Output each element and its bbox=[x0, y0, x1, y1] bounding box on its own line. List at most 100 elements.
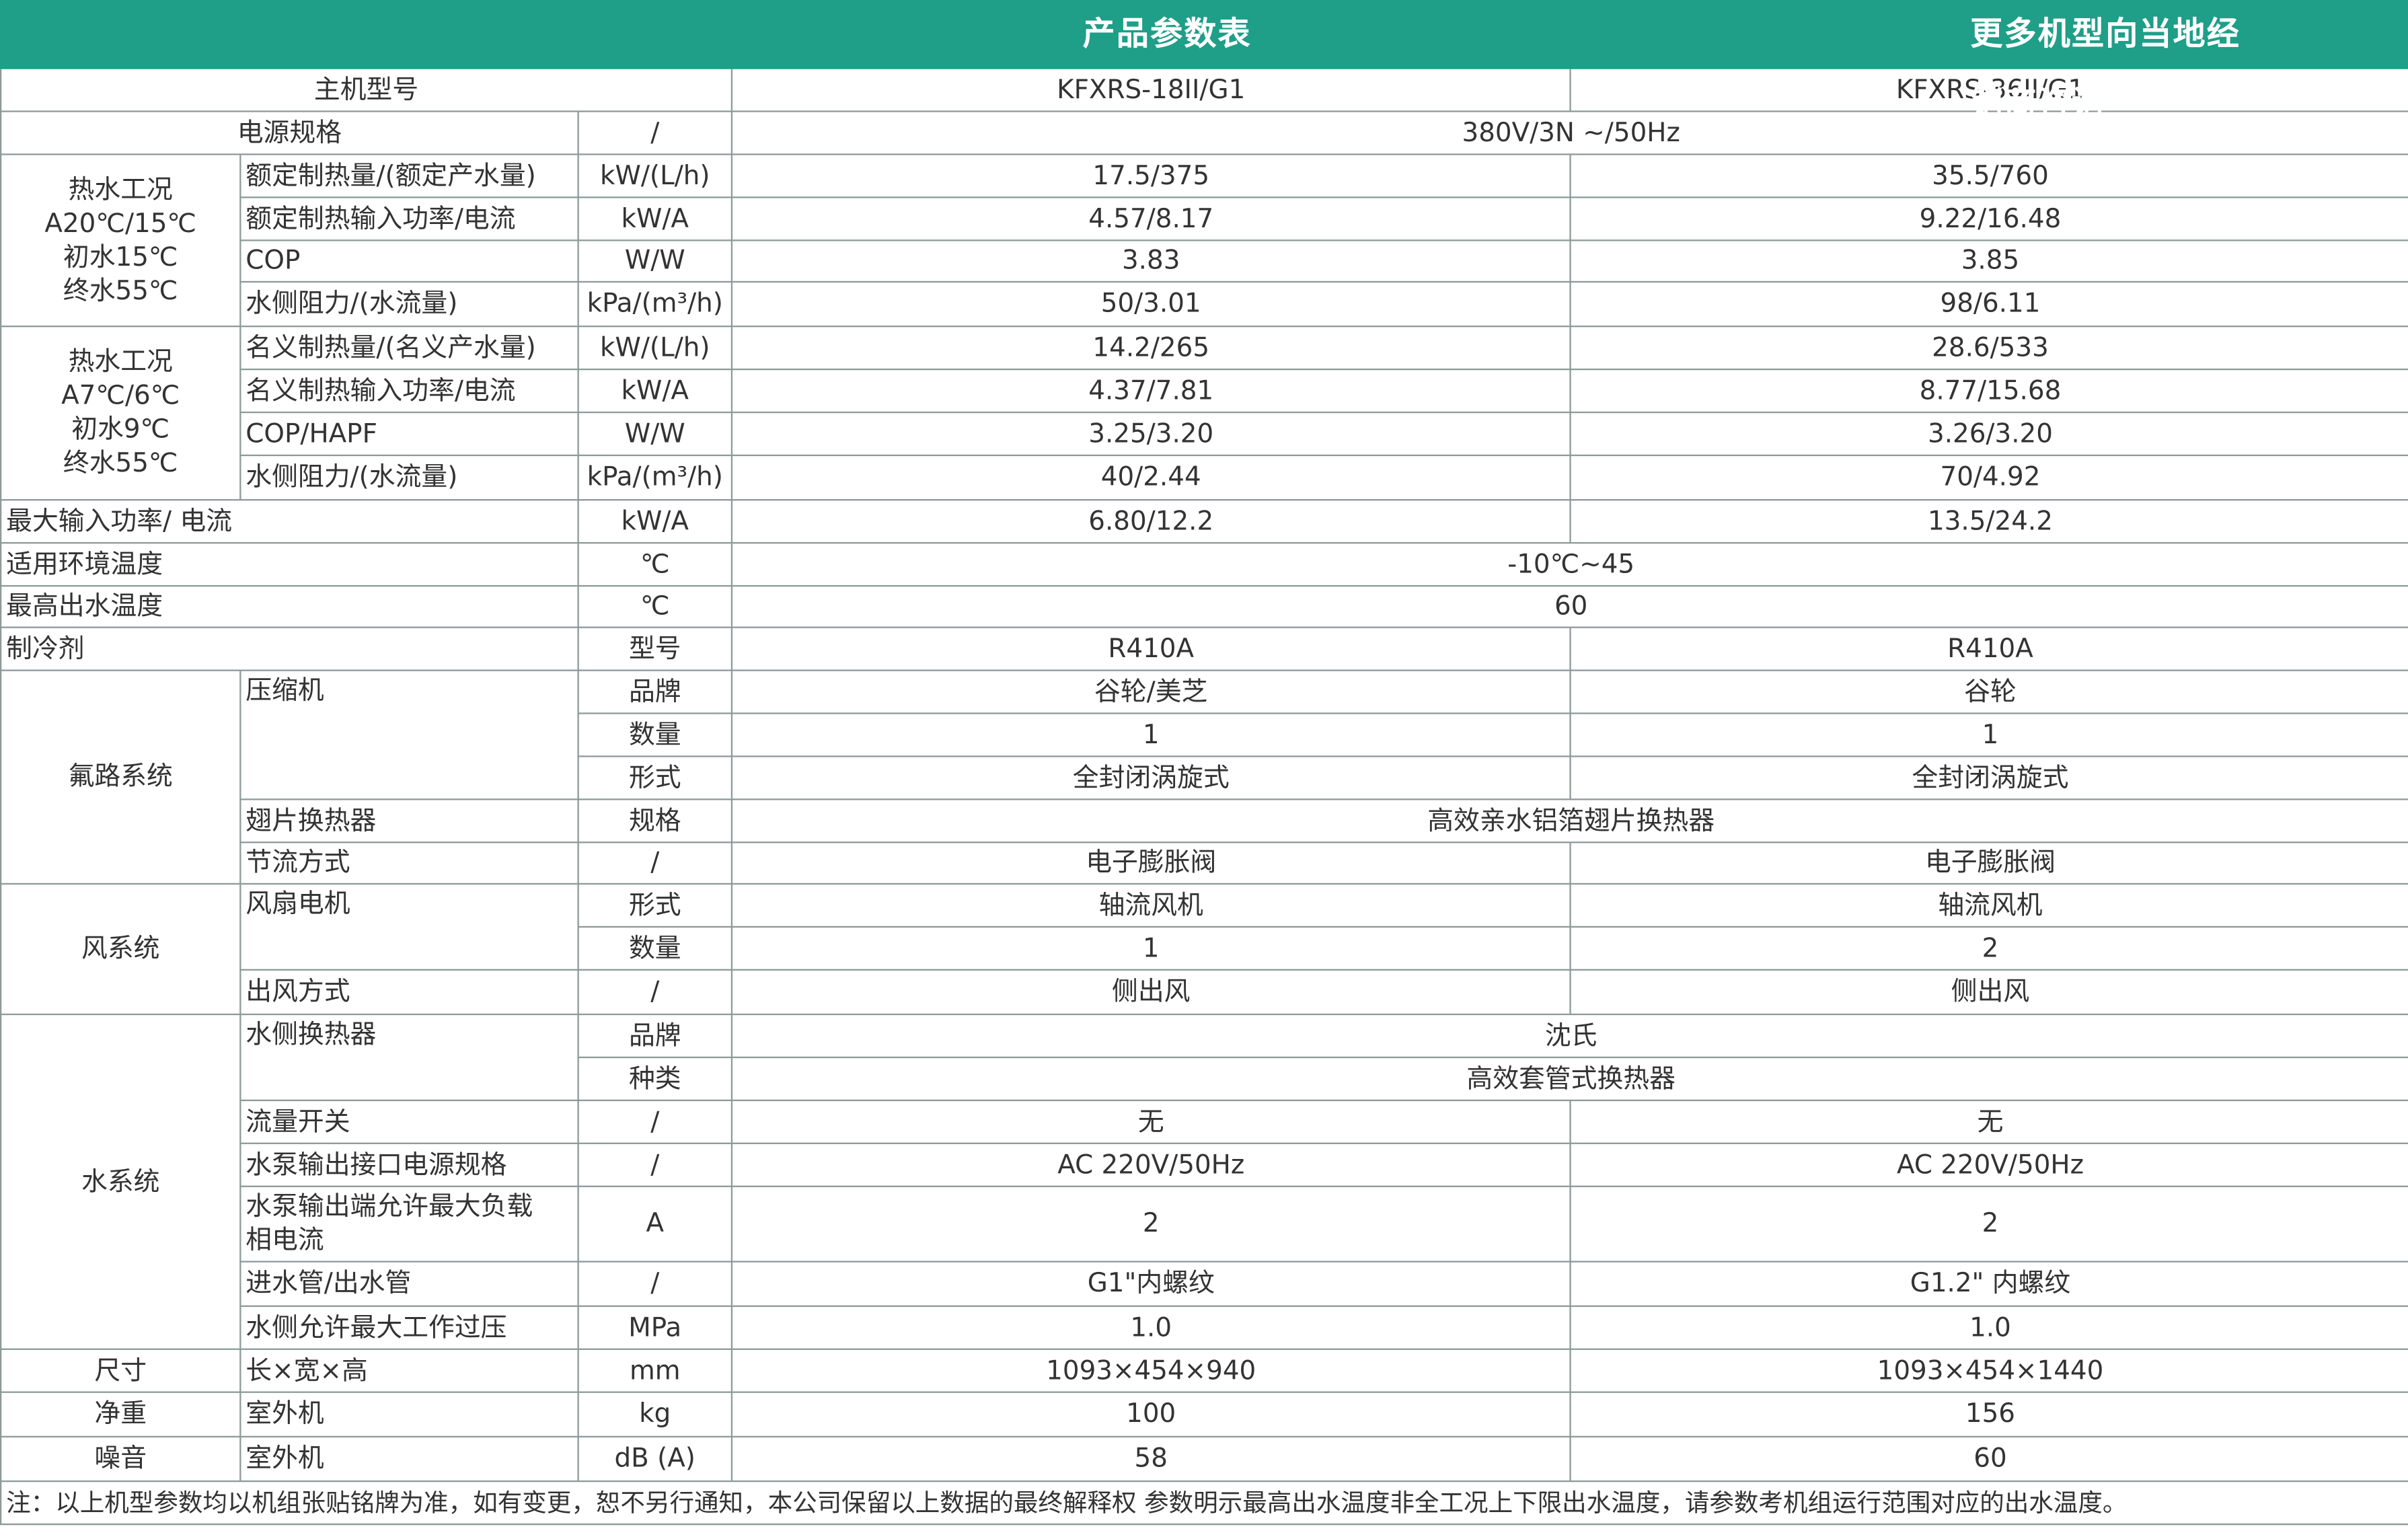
table-cell: 谷轮/美芝 bbox=[732, 671, 1570, 713]
table-cell: A bbox=[578, 1187, 731, 1261]
table-cell: 室外机 bbox=[241, 1437, 578, 1480]
table-cell: 28.6/533 bbox=[1571, 327, 2408, 369]
table-cell: kW/A bbox=[578, 198, 731, 240]
table-cell: 尺寸 bbox=[1, 1349, 240, 1392]
table-cell: 156 bbox=[1571, 1392, 2408, 1436]
table-cell: 品牌 bbox=[578, 1015, 731, 1057]
table-cell: 名义制热输入功率/电流 bbox=[241, 370, 578, 412]
table-cell: 品牌 bbox=[578, 671, 731, 713]
table-cell: 水侧阻力/(水流量) bbox=[241, 283, 578, 326]
cell-line: 初水9℃ bbox=[71, 414, 170, 446]
table-cell: kPa/(m³/h) bbox=[578, 283, 731, 326]
cell-line: A7℃/6℃ bbox=[61, 381, 180, 412]
table-cell: 净重 bbox=[1, 1392, 240, 1436]
table-cell: R410A bbox=[1571, 628, 2408, 670]
table-cell: R410A bbox=[732, 628, 1570, 670]
table-cell: 1 bbox=[1571, 714, 2408, 756]
table-cell: MPa bbox=[578, 1306, 731, 1349]
table-cell: 电子膨胀阀 bbox=[732, 843, 1570, 883]
table-cell: 热水工况 A7℃/6℃ 初水9℃ 终水55℃ bbox=[1, 327, 240, 500]
table-cell: 2 bbox=[732, 1187, 1570, 1261]
title: 产品参数表 bbox=[1082, 15, 1252, 52]
table-cell: kW/(L/h) bbox=[578, 155, 731, 197]
table-cell: 2 bbox=[1571, 928, 2408, 969]
table-cell: 3.26/3.20 bbox=[1571, 413, 2408, 455]
table-cell: kPa/(m³/h) bbox=[578, 456, 731, 500]
table-cell: 58 bbox=[732, 1437, 1570, 1480]
table-cell: kW/(L/h) bbox=[578, 327, 731, 369]
table-cell: 进水管/出水管 bbox=[241, 1262, 578, 1306]
table-cell: 额定制热输入功率/电流 bbox=[241, 198, 578, 240]
table-cell: kW/A bbox=[578, 370, 731, 412]
table-cell: 14.2/265 bbox=[732, 327, 1570, 369]
table-cell: kW/A bbox=[578, 500, 731, 542]
table-cell: 全封闭涡旋式 bbox=[1571, 757, 2408, 799]
cell-line: 相电流 bbox=[246, 1225, 324, 1256]
table-cell: 风扇电机 bbox=[241, 885, 578, 969]
table-cell: 数量 bbox=[578, 714, 731, 756]
table-cell: 380V/3N ~/50Hz bbox=[732, 112, 2408, 154]
table-cell: 谷轮 bbox=[1571, 671, 2408, 713]
header-bar: 产品参数表 更多机型向当地经销商咨询 bbox=[0, 0, 2408, 121]
table-cell: 水泵输出端允许最大负载 相电流 bbox=[241, 1187, 578, 1261]
table-cell: 轴流风机 bbox=[1571, 885, 2408, 926]
table-cell: 电源规格 bbox=[1, 112, 578, 154]
table-cell: 60 bbox=[732, 587, 2408, 627]
table-cell: 1.0 bbox=[732, 1306, 1570, 1349]
table-cell: 全封闭涡旋式 bbox=[732, 757, 1570, 799]
table-cell: 室外机 bbox=[241, 1392, 578, 1436]
table-cell: 13.5/24.2 bbox=[1571, 500, 2408, 542]
table-cell: 制冷剂 bbox=[1, 628, 578, 670]
table-cell: / bbox=[578, 843, 731, 883]
table-cell: 50/3.01 bbox=[732, 283, 1570, 326]
table-cell: ℃ bbox=[578, 587, 731, 627]
table-cell: 水侧阻力/(水流量) bbox=[241, 456, 578, 500]
table-cell: 1 bbox=[732, 714, 1570, 756]
table-cell: 侧出风 bbox=[732, 970, 1570, 1014]
table-cell: 氟路系统 bbox=[1, 671, 240, 883]
table-cell: 水泵输出接口电源规格 bbox=[241, 1143, 578, 1186]
table-cell: 1093×454×1440 bbox=[1571, 1349, 2408, 1392]
table-cell: 噪音 bbox=[1, 1437, 240, 1480]
table-cell: 1093×454×940 bbox=[732, 1349, 1570, 1392]
table-cell: W/W bbox=[578, 413, 731, 455]
table-cell: 型号 bbox=[578, 628, 731, 670]
table-cell: 8.77/15.68 bbox=[1571, 370, 2408, 412]
table-cell: AC 220V/50Hz bbox=[732, 1143, 1570, 1186]
table-cell: 4.57/8.17 bbox=[732, 198, 1570, 240]
table-cell: 最大输入功率/ 电流 bbox=[1, 500, 578, 542]
table-cell: 1.0 bbox=[1571, 1306, 2408, 1349]
table-cell: COP bbox=[241, 241, 578, 281]
table-cell: 形式 bbox=[578, 885, 731, 926]
table-cell: 翅片换热器 bbox=[241, 800, 578, 842]
cell-line: 终水55℃ bbox=[63, 448, 178, 480]
table-cell: 4.37/7.81 bbox=[732, 370, 1570, 412]
table-cell: COP/HAPF bbox=[241, 413, 578, 455]
table-cell: -10℃~45 bbox=[732, 543, 2408, 585]
spec-table: 主机型号 KFXRS-18II/G1 KFXRS-36II/G1 电源规格/380V/… bbox=[0, 69, 2408, 1526]
table-cell: 种类 bbox=[578, 1058, 731, 1100]
table-cell: 9.22/16.48 bbox=[1571, 198, 2408, 240]
table-cell: 98/6.11 bbox=[1571, 283, 2408, 326]
table-cell: 出风方式 bbox=[241, 970, 578, 1014]
table-cell: 无 bbox=[732, 1101, 1570, 1143]
table-cell: 侧出风 bbox=[1571, 970, 2408, 1014]
table-cell: G1.2" 内螺纹 bbox=[1571, 1262, 2408, 1306]
header-note: 更多机型向当地经销商咨询 bbox=[1970, 15, 2241, 122]
table-cell: 3.25/3.20 bbox=[732, 413, 1570, 455]
table-cell: 高效亲水铝箔翅片换热器 bbox=[732, 800, 2408, 842]
table-cell: 水侧允许最大工作过压 bbox=[241, 1306, 578, 1349]
table-cell: / bbox=[578, 112, 731, 154]
cell-line: 水泵输出端允许最大负载 bbox=[246, 1191, 533, 1223]
table-cell: 热水工况 A20℃/15℃ 初水15℃ 终水55℃ bbox=[1, 155, 240, 326]
table-cell: 电子膨胀阀 bbox=[1571, 843, 2408, 883]
cell-line: 终水55℃ bbox=[63, 275, 178, 307]
table-cell: / bbox=[578, 970, 731, 1014]
cell-line: A20℃/15℃ bbox=[44, 208, 197, 239]
table-cell: 规格 bbox=[578, 800, 731, 842]
table-cell: 高效套管式换热器 bbox=[732, 1058, 2408, 1100]
table-cell: 35.5/760 bbox=[1571, 155, 2408, 197]
table-cell: KFXRS-18II/G1 bbox=[732, 69, 1570, 111]
